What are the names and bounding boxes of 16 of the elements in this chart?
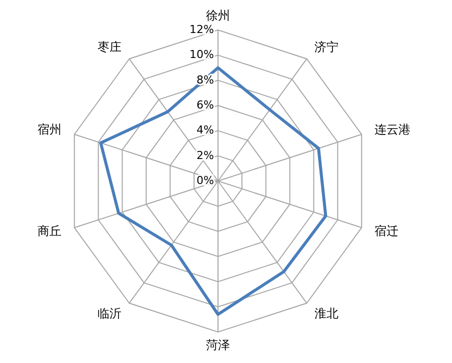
spoke-label: 枣庄 xyxy=(97,40,122,54)
y-tick-label: 6% xyxy=(196,98,214,112)
spoke-label: 徐州 xyxy=(206,8,230,23)
y-tick-label: 12% xyxy=(190,23,214,36)
spoke-label: 济宁 xyxy=(314,40,339,54)
y-tick-label: 4% xyxy=(196,124,214,137)
spoke-label: 临沂 xyxy=(97,306,122,320)
spoke-label: 淮北 xyxy=(314,306,339,320)
spoke-label: 宿迁 xyxy=(374,224,399,238)
spoke-label: 菏泽 xyxy=(206,338,230,352)
spoke-label: 宿州 xyxy=(37,122,62,136)
spoke-label: 商丘 xyxy=(37,224,62,238)
y-tick-label: 10% xyxy=(190,48,214,62)
y-tick-label: 0% xyxy=(196,174,214,188)
spoke-label: 连云港 xyxy=(374,122,411,136)
y-tick-label: 2% xyxy=(196,148,214,162)
